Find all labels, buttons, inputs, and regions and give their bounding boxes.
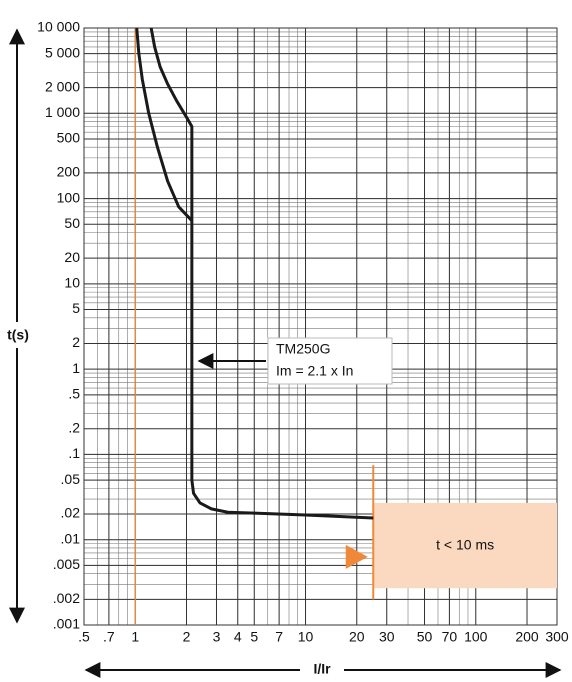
trip-curve — [135, 27, 193, 222]
plot-border — [83, 27, 558, 626]
y-tick-label: 5 — [72, 300, 80, 316]
y-tick-label: .001 — [53, 616, 80, 632]
y-tick-label: .2 — [68, 419, 80, 435]
y-tick-label: 20 — [64, 249, 80, 265]
x-tick-label: 1 — [131, 629, 139, 645]
zone-label: t < 10 ms — [436, 536, 494, 552]
x-tick-label: 5 — [250, 629, 258, 645]
x-tick-label: 2 — [183, 629, 191, 645]
y-tick-label: .5 — [68, 386, 80, 402]
x-label-bg — [300, 660, 344, 680]
y-label-bg — [2, 322, 36, 348]
y-tick-label: 1 000 — [45, 104, 80, 120]
y-tick-label: .01 — [61, 530, 81, 546]
y-tick-label: 500 — [57, 130, 81, 146]
y-tick-label: 10 000 — [37, 19, 80, 35]
y-tick-label: .02 — [61, 505, 81, 521]
y-tick-label: .002 — [53, 590, 80, 606]
x-tick-label: 200 — [515, 629, 539, 645]
x-tick-label: 70 — [442, 629, 458, 645]
y-tick-label: 200 — [57, 164, 81, 180]
y-axis-label: t(s) — [7, 327, 29, 343]
x-tick-label: .5 — [78, 629, 90, 645]
x-tick-label: 50 — [417, 629, 433, 645]
callout-text: TM250G — [276, 341, 330, 357]
x-tick-label: 7 — [275, 629, 283, 645]
x-tick-label: 10 — [298, 629, 314, 645]
y-tick-label: .1 — [68, 445, 80, 461]
callout-text: Im = 2.1 x In — [276, 363, 353, 379]
callout: TM250G Im = 2.1 x In — [197, 337, 393, 385]
x-tick-label: 30 — [379, 629, 395, 645]
x-tick-label: 4 — [234, 629, 242, 645]
x-axis-label: I/Ir — [313, 661, 331, 677]
y-tick-label: 2 — [72, 334, 80, 350]
zone — [373, 502, 557, 589]
x-tick-label: 300 — [545, 629, 569, 645]
y-tick-label: 5 000 — [45, 44, 80, 60]
x-tick-label: 100 — [464, 629, 488, 645]
y-tick-label: .05 — [61, 471, 81, 487]
y-tick-label: 100 — [57, 189, 81, 205]
y-tick-label: .005 — [53, 556, 80, 572]
y-tick-label: 2 000 — [45, 78, 80, 94]
x-tick-label: .7 — [103, 629, 115, 645]
y-tick-label: 10 — [64, 275, 80, 291]
y-tick-label: 50 — [64, 215, 80, 231]
x-tick-label: 3 — [213, 629, 221, 645]
trip-curve — [149, 27, 374, 520]
x-tick-label: 20 — [349, 629, 365, 645]
zone-marker — [345, 544, 368, 569]
y-tick-label: 1 — [72, 360, 80, 376]
plot-area: t < 10 ms — [83, 27, 558, 626]
callout-box — [267, 337, 393, 385]
